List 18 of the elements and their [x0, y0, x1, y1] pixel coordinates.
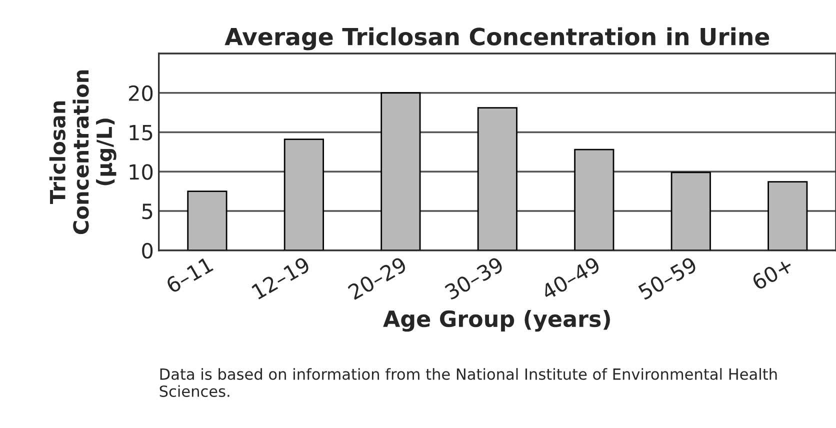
- y-tick-label: 15: [130, 124, 152, 140]
- bar: [768, 181, 808, 250]
- y-tick-label: 20: [128, 85, 153, 102]
- chart-title: Average Triclosan Concentration in Urine: [224, 27, 770, 50]
- x-tick-label: 6–11: [165, 256, 214, 294]
- bar: [187, 190, 228, 250]
- bar: [574, 148, 614, 250]
- x-tick-label: 60+: [751, 256, 794, 290]
- y-tick-label: 5: [142, 204, 152, 220]
- text: Data is based on information from the National Institute of Environmental Health Sciences.: [160, 368, 777, 398]
- bar: [477, 107, 518, 250]
- bar: [380, 92, 421, 250]
- bar: [670, 172, 711, 250]
- y-tick-label: 0: [142, 242, 153, 259]
- y-axis-title: Triclosan Concentration (µg/L): [49, 70, 116, 234]
- bar: [284, 138, 324, 250]
- y-tick-label: 10: [130, 164, 153, 180]
- x-axis-title: Age Group (years): [383, 310, 610, 332]
